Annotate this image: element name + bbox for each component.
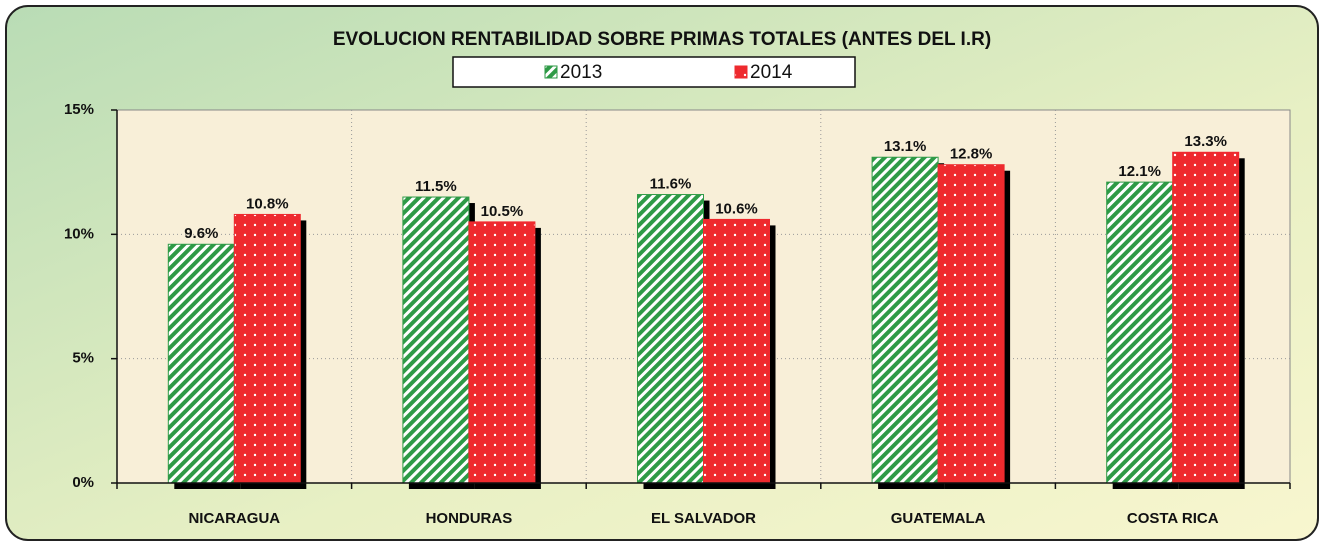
legend-swatch (544, 65, 558, 79)
bar (1172, 151, 1240, 484)
x-tick-label: COSTA RICA (1127, 510, 1219, 527)
legend-box (452, 56, 856, 88)
data-label: 13.1% (884, 138, 927, 155)
data-label: 10.6% (715, 200, 758, 217)
bar (871, 156, 939, 484)
data-label: 11.5% (415, 178, 457, 195)
y-tick-label: 0% (72, 474, 94, 491)
data-label: 10.5% (481, 203, 524, 220)
data-label: 13.3% (1184, 133, 1227, 150)
data-label: 11.6% (650, 176, 692, 193)
bar (637, 194, 704, 484)
x-tick-label: NICARAGUA (188, 510, 280, 527)
bar (703, 218, 770, 484)
y-tick-label: 15% (64, 101, 94, 118)
data-label: 10.8% (246, 195, 289, 212)
bar (937, 164, 1005, 484)
data-label: 12.1% (1118, 163, 1161, 180)
x-tick-label: HONDURAS (426, 510, 513, 527)
bar (167, 243, 235, 484)
chart-title: EVOLUCION RENTABILIDAD SOBRE PRIMAS TOTA… (333, 29, 991, 50)
legend-label: 2014 (750, 62, 793, 83)
x-tick-label: EL SALVADOR (651, 510, 756, 527)
legend-swatch (734, 65, 748, 79)
bar (468, 221, 536, 484)
y-tick-label: 10% (64, 225, 94, 242)
data-label: 9.6% (184, 225, 218, 242)
bar (1106, 181, 1174, 484)
bar (233, 213, 301, 484)
x-tick-label: GUATEMALA (891, 510, 986, 527)
legend-label: 2013 (560, 62, 602, 83)
data-label: 12.8% (950, 146, 993, 163)
bar (402, 196, 470, 484)
y-tick-label: 5% (72, 350, 94, 367)
